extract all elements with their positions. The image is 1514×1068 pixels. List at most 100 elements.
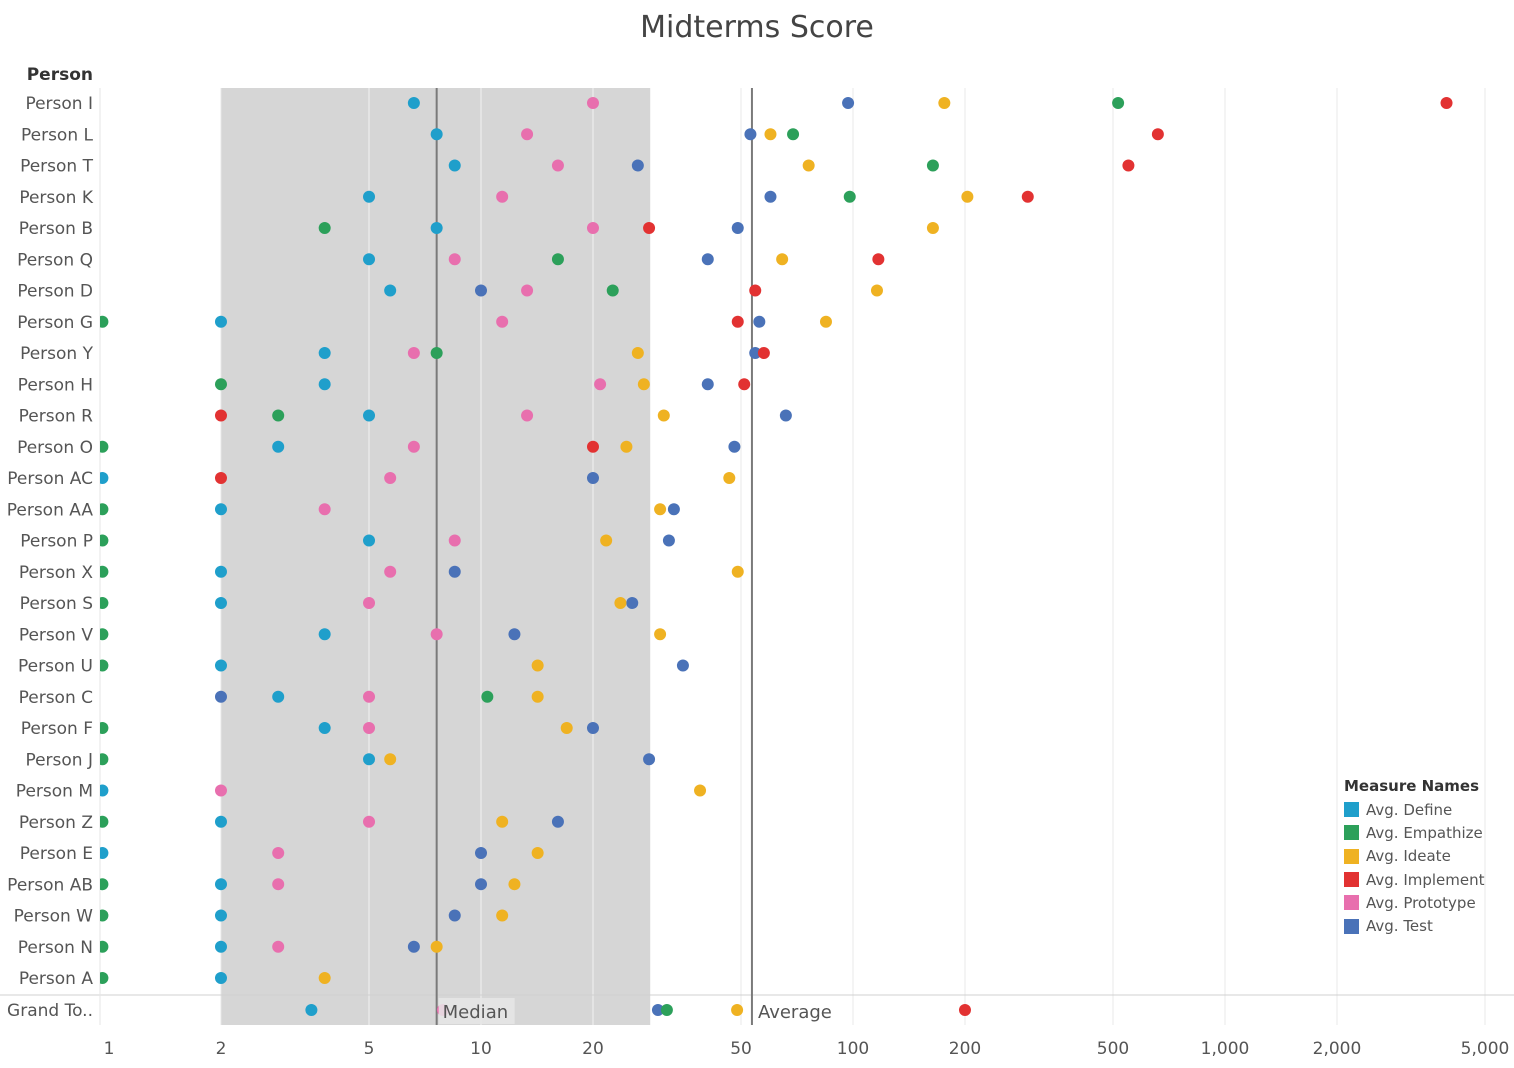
- data-point-define: [100, 784, 109, 797]
- data-point-implement: [1440, 97, 1453, 109]
- data-point-define: [363, 409, 376, 422]
- data-point-prototype: [318, 503, 331, 516]
- row-label: Person E: [20, 844, 93, 864]
- legend-label: Avg. Implement: [1366, 870, 1485, 889]
- legend-item-empathize[interactable]: Avg. Empathize: [1344, 821, 1485, 844]
- data-point-implement: [1151, 128, 1164, 141]
- x-tick-label: 2: [216, 1039, 227, 1059]
- data-point-ideate: [819, 315, 832, 328]
- legend-item-implement[interactable]: Avg. Implement: [1344, 868, 1485, 891]
- data-point-prototype: [363, 597, 376, 609]
- row-label: Person H: [18, 375, 93, 395]
- row-label: Person D: [17, 282, 93, 302]
- data-point-define: [214, 597, 227, 609]
- data-point-prototype: [272, 878, 285, 891]
- data-point-implement: [214, 409, 227, 422]
- legend-item-ideate[interactable]: Avg. Ideate: [1344, 845, 1485, 868]
- row-label: Grand To..: [7, 1001, 93, 1021]
- row-label: Person I: [25, 94, 93, 114]
- x-tick-label: 20: [582, 1039, 604, 1059]
- data-point-ideate: [531, 659, 544, 672]
- data-point-test: [475, 284, 487, 297]
- data-point-implement: [749, 284, 762, 297]
- legend-swatch: [1344, 872, 1359, 888]
- data-point-define: [363, 753, 376, 766]
- data-point-empathize: [430, 347, 443, 359]
- data-point-test: [701, 253, 714, 266]
- data-point-implement: [586, 440, 599, 453]
- row-label: Person R: [19, 407, 94, 427]
- reference-label-bg: [438, 998, 515, 1024]
- data-point-define: [430, 222, 443, 234]
- data-point-empathize: [100, 722, 109, 734]
- data-point-empathize: [100, 940, 109, 953]
- y-axis-title: Person: [27, 65, 93, 85]
- data-point-define: [214, 315, 227, 328]
- data-point-define: [407, 97, 420, 109]
- legend-swatch: [1344, 825, 1359, 841]
- data-point-implement: [872, 253, 885, 266]
- data-point-test: [631, 159, 644, 172]
- legend-item-prototype[interactable]: Avg. Prototype: [1344, 891, 1485, 914]
- data-point-implement: [643, 222, 656, 234]
- legend-item-test[interactable]: Avg. Test: [1344, 914, 1485, 937]
- data-point-prototype: [551, 159, 564, 172]
- x-tick-label: 10: [470, 1039, 492, 1059]
- row-label: Person Z: [19, 813, 93, 833]
- data-point-prototype: [496, 190, 509, 203]
- chart-title: Midterms Score: [640, 10, 874, 45]
- data-point-prototype: [363, 690, 376, 703]
- row-label: Person K: [19, 188, 94, 208]
- data-point-prototype: [272, 940, 285, 953]
- data-point-test: [842, 97, 855, 109]
- data-point-test: [448, 909, 461, 922]
- row-label: Person S: [20, 594, 93, 614]
- data-point-test: [626, 597, 639, 609]
- data-point-ideate: [496, 815, 509, 828]
- data-point-prototype: [384, 565, 397, 578]
- data-point-test: [744, 128, 757, 141]
- data-point-empathize: [100, 815, 109, 828]
- data-point-test: [676, 659, 689, 672]
- data-point-empathize: [100, 909, 109, 922]
- data-point-ideate: [657, 409, 670, 422]
- x-tick-label: 100: [837, 1039, 869, 1059]
- data-point-ideate: [926, 222, 939, 234]
- row-label: Person N: [18, 938, 93, 958]
- data-point-test: [475, 847, 487, 859]
- data-point-test: [586, 472, 599, 484]
- data-point-define: [363, 253, 376, 266]
- data-point-ideate: [560, 722, 573, 734]
- data-point-ideate: [731, 1004, 744, 1016]
- data-point-empathize: [660, 1004, 673, 1016]
- data-point-define: [100, 472, 109, 484]
- legend-item-define[interactable]: Avg. Define: [1344, 798, 1485, 821]
- data-point-prototype: [272, 847, 285, 859]
- data-point-empathize: [551, 253, 564, 266]
- data-point-prototype: [430, 628, 443, 641]
- data-point-implement: [958, 1004, 971, 1016]
- data-point-test: [586, 722, 599, 734]
- data-point-ideate: [496, 909, 509, 922]
- legend-swatch: [1344, 802, 1359, 818]
- data-point-define: [272, 440, 285, 453]
- data-point-ideate: [731, 565, 744, 578]
- data-point-ideate: [637, 378, 650, 391]
- data-point-test: [651, 1004, 664, 1016]
- data-point-ideate: [938, 97, 951, 109]
- data-point-empathize: [100, 597, 109, 609]
- legend-label: Avg. Empathize: [1366, 823, 1483, 842]
- data-point-test: [728, 440, 741, 453]
- row-label: Person B: [19, 219, 93, 239]
- data-point-empathize: [1112, 97, 1125, 109]
- data-point-prototype: [384, 472, 397, 484]
- x-tick-label: 50: [730, 1039, 752, 1059]
- row-label: Person Q: [17, 250, 93, 270]
- data-point-ideate: [531, 690, 544, 703]
- data-point-prototype: [363, 722, 376, 734]
- data-point-define: [214, 909, 227, 922]
- data-point-ideate: [430, 940, 443, 953]
- row-label: Person Y: [20, 344, 94, 364]
- data-point-test: [764, 190, 777, 203]
- data-point-define: [318, 628, 331, 641]
